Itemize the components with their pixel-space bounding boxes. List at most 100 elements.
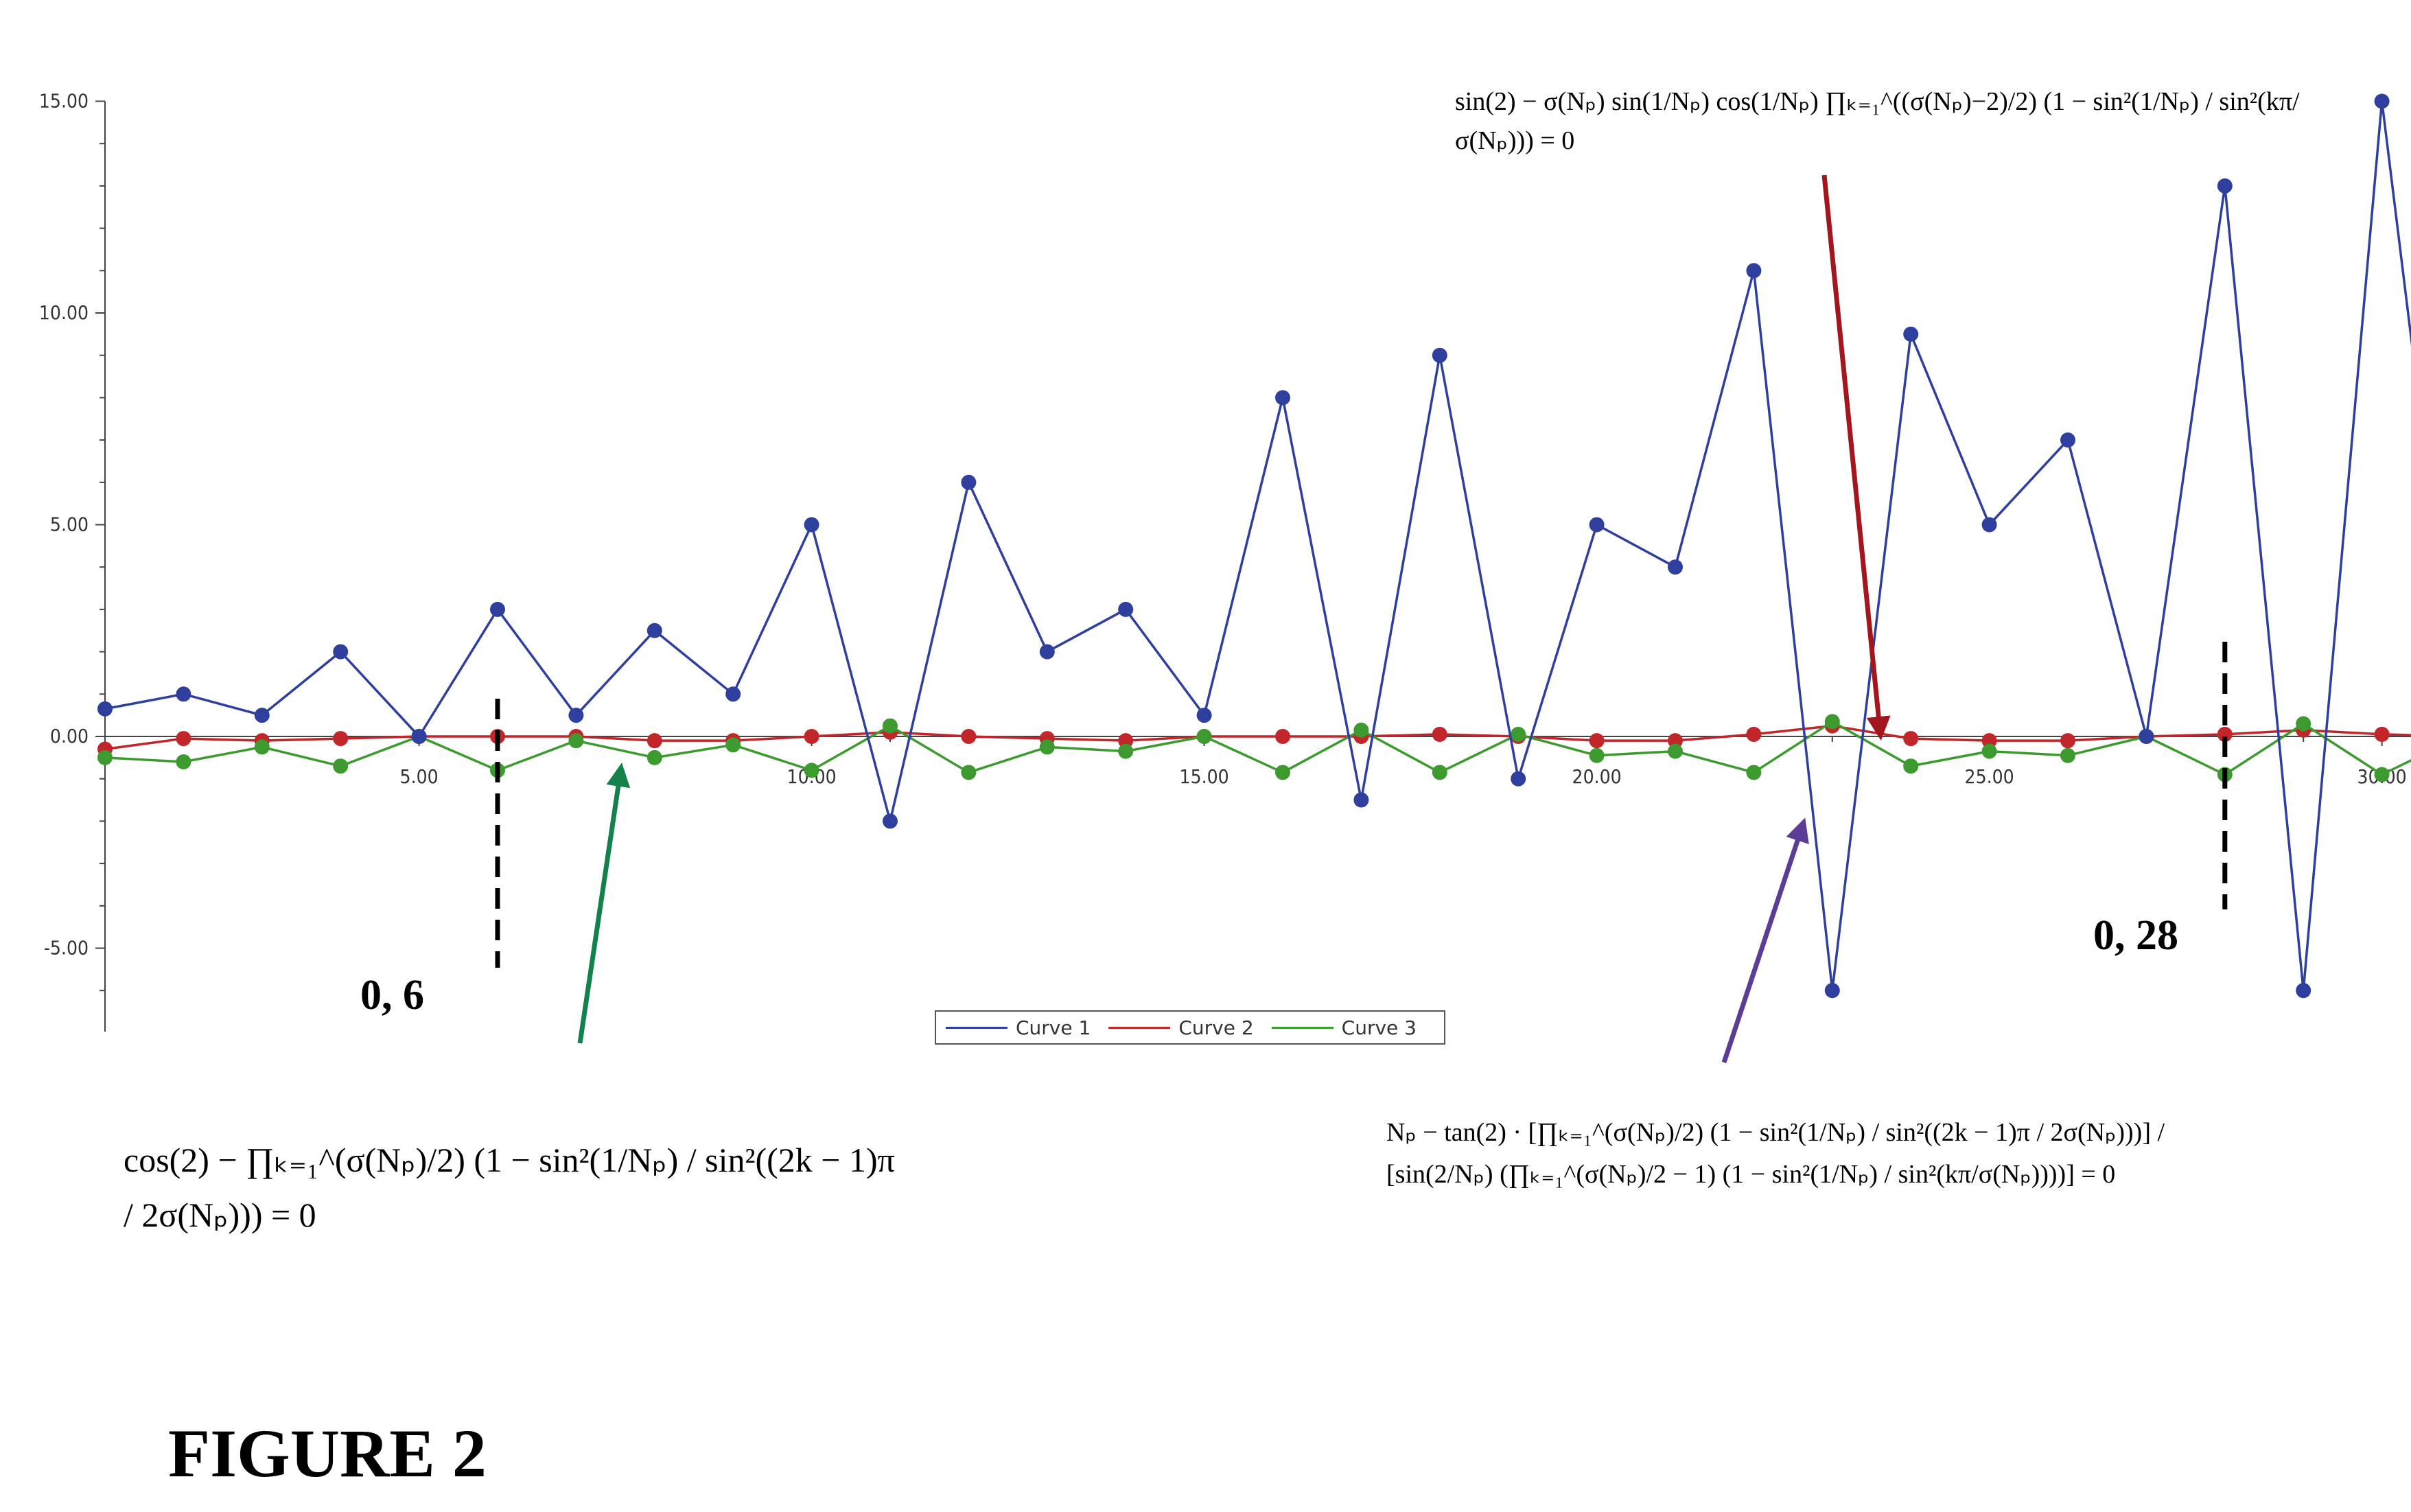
data-point-curve-1 bbox=[1196, 708, 1212, 723]
x-tick-label: 25.00 bbox=[1965, 765, 2014, 788]
legend-item-curve-2: Curve 2 bbox=[1108, 1016, 1254, 1039]
data-point-curve-3 bbox=[2374, 767, 2390, 782]
y-tick-label: 0.00 bbox=[50, 725, 89, 747]
data-point-curve-1 bbox=[2060, 432, 2075, 448]
data-point-curve-3 bbox=[883, 718, 898, 734]
data-point-curve-1 bbox=[804, 517, 819, 533]
data-point-curve-1 bbox=[1903, 326, 1919, 342]
data-point-curve-1 bbox=[1275, 390, 1290, 406]
equation-top: sin(2) − σ(Nₚ) sin(1/Nₚ) cos(1/Nₚ) ∏ₖ₌₁^… bbox=[1455, 82, 2313, 161]
data-point-curve-2 bbox=[1903, 731, 1919, 747]
data-point-curve-3 bbox=[1981, 743, 1997, 759]
data-point-curve-1 bbox=[647, 623, 662, 638]
axes: -5.000.005.0010.0015.005.0010.0015.0020.… bbox=[39, 90, 2411, 1032]
data-point-curve-1 bbox=[411, 729, 427, 744]
data-point-curve-3 bbox=[1589, 747, 1605, 763]
data-point-curve-2 bbox=[1981, 733, 1997, 749]
legend-label-curve-1: Curve 1 bbox=[1016, 1016, 1091, 1039]
red-arrow bbox=[1821, 174, 1891, 741]
data-point-curve-3 bbox=[1275, 765, 1290, 780]
data-point-curve-3 bbox=[961, 765, 977, 780]
purple-arrow bbox=[1721, 817, 1809, 1064]
data-point-curve-1 bbox=[1353, 792, 1369, 808]
data-point-curve-2 bbox=[1746, 726, 1762, 742]
data-point-curve-1 bbox=[97, 701, 113, 717]
data-point-curve-2 bbox=[1668, 733, 1683, 749]
series-curve-3 bbox=[97, 714, 2411, 782]
series-line-curve-3 bbox=[104, 720, 2411, 776]
equation-right-text: Nₚ − tan(2) · [∏ₖ₌₁^(σ(Nₚ)/2) (1 − sin²(… bbox=[1386, 1118, 2165, 1189]
data-point-curve-2 bbox=[647, 733, 662, 749]
data-point-curve-3 bbox=[804, 763, 819, 778]
data-point-curve-2 bbox=[1432, 726, 1447, 742]
data-point-curve-3 bbox=[1746, 765, 1762, 780]
data-point-curve-2 bbox=[1275, 729, 1290, 744]
series-line-curve-1 bbox=[104, 100, 2411, 992]
data-point-curve-3 bbox=[2296, 716, 2311, 732]
equation-left: cos(2) − ∏ₖ₌₁^(σ(Nₚ)/2) (1 − sin²(1/Nₚ) … bbox=[124, 1132, 913, 1242]
legend-swatch-curve-3 bbox=[1271, 1026, 1333, 1029]
data-point-curve-1 bbox=[490, 601, 505, 617]
data-point-curve-3 bbox=[333, 758, 349, 774]
data-point-curve-1 bbox=[1039, 644, 1055, 660]
data-point-curve-2 bbox=[2060, 733, 2075, 749]
data-point-curve-3 bbox=[1196, 729, 1212, 744]
data-point-curve-1 bbox=[883, 813, 898, 829]
equation-left-text: cos(2) − ∏ₖ₌₁^(σ(Nₚ)/2) (1 − sin²(1/Nₚ) … bbox=[124, 1141, 895, 1234]
y-tick-label: -5.00 bbox=[44, 937, 89, 959]
figure-label: FIGURE 2 bbox=[168, 1415, 487, 1491]
data-point-curve-1 bbox=[1668, 559, 1683, 575]
data-point-curve-2 bbox=[333, 731, 349, 747]
legend-item-curve-1: Curve 1 bbox=[946, 1016, 1091, 1039]
series-layer bbox=[97, 93, 2411, 999]
data-point-curve-1 bbox=[254, 708, 270, 723]
data-point-curve-3 bbox=[568, 733, 584, 749]
data-point-curve-3 bbox=[1039, 739, 1055, 755]
data-point-curve-2 bbox=[804, 729, 819, 744]
data-point-curve-3 bbox=[97, 749, 113, 765]
data-point-curve-1 bbox=[2217, 178, 2233, 194]
data-point-curve-1 bbox=[961, 474, 977, 490]
point-label-0-28: 0, 28 bbox=[2093, 912, 2178, 959]
green-arrow bbox=[577, 763, 631, 1044]
x-tick-label: 20.00 bbox=[1572, 765, 1622, 788]
data-point-curve-1 bbox=[1981, 517, 1997, 533]
data-point-curve-2 bbox=[176, 731, 191, 747]
equation-right: Nₚ − tan(2) · [∏ₖ₌₁^(σ(Nₚ)/2) (1 − sin²(… bbox=[1386, 1112, 2265, 1196]
data-point-curve-3 bbox=[647, 749, 662, 765]
data-point-curve-1 bbox=[1118, 601, 1134, 617]
x-tick-label: 15.00 bbox=[1180, 765, 1229, 788]
chart-legend: Curve 1 Curve 2 Curve 3 bbox=[935, 1010, 1445, 1045]
data-point-curve-1 bbox=[725, 686, 741, 702]
data-point-curve-1 bbox=[1824, 983, 1840, 999]
data-point-curve-3 bbox=[1118, 743, 1134, 759]
data-point-curve-3 bbox=[2060, 747, 2075, 763]
data-point-curve-3 bbox=[1511, 726, 1526, 742]
data-point-curve-3 bbox=[176, 754, 191, 770]
data-point-curve-1 bbox=[1511, 771, 1526, 787]
data-point-curve-1 bbox=[2296, 983, 2311, 999]
data-point-curve-2 bbox=[2374, 726, 2390, 742]
data-point-curve-1 bbox=[176, 686, 191, 702]
data-point-curve-1 bbox=[1746, 263, 1762, 279]
point-label-0-6: 0, 6 bbox=[360, 972, 424, 1019]
data-point-curve-3 bbox=[1824, 714, 1840, 730]
x-tick-label: 5.00 bbox=[400, 765, 439, 788]
series-curve-1 bbox=[97, 93, 2411, 999]
data-point-curve-3 bbox=[254, 739, 270, 755]
data-point-curve-3 bbox=[1668, 743, 1683, 759]
data-point-curve-1 bbox=[333, 644, 349, 660]
legend-swatch-curve-2 bbox=[1108, 1026, 1171, 1029]
data-point-curve-3 bbox=[1353, 722, 1369, 738]
legend-item-curve-3: Curve 3 bbox=[1271, 1016, 1417, 1039]
data-point-curve-2 bbox=[961, 729, 977, 744]
data-point-curve-2 bbox=[1589, 733, 1605, 749]
annotation-layer bbox=[495, 174, 2228, 1064]
data-point-curve-2 bbox=[1118, 733, 1134, 749]
y-tick-label: 10.00 bbox=[39, 301, 89, 324]
data-point-curve-1 bbox=[2139, 729, 2154, 744]
data-point-curve-1 bbox=[2374, 93, 2390, 109]
data-point-curve-3 bbox=[1903, 758, 1919, 774]
data-point-curve-2 bbox=[2217, 726, 2233, 742]
